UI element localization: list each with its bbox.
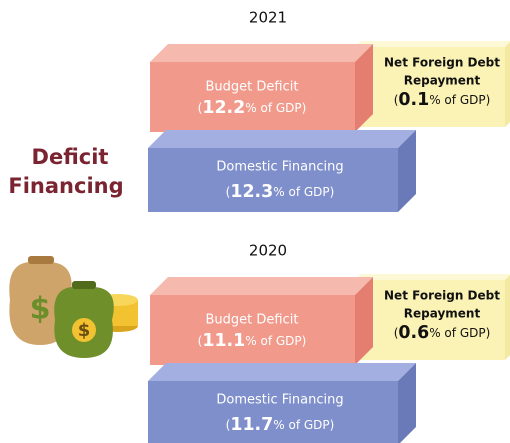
block-side bbox=[398, 130, 416, 212]
paren: ( bbox=[226, 185, 231, 199]
block-front bbox=[355, 47, 505, 127]
value: 11.1 bbox=[202, 331, 245, 351]
paren: ( bbox=[198, 334, 203, 348]
label: Domestic Financing bbox=[216, 393, 343, 408]
unit: % of GDP) bbox=[429, 326, 490, 340]
unit: % of GDP) bbox=[429, 93, 490, 107]
unit: % of GDP) bbox=[245, 334, 306, 348]
paren: ( bbox=[226, 418, 231, 432]
paren: ( bbox=[394, 326, 399, 340]
title-line: Deficit bbox=[32, 145, 109, 169]
block-front bbox=[150, 62, 355, 132]
block-front bbox=[150, 295, 355, 365]
money-icon: $ $ bbox=[9, 256, 138, 358]
label: Net Foreign Debt bbox=[384, 289, 500, 303]
value: 0.1 bbox=[398, 90, 429, 110]
unit: % of GDP) bbox=[273, 185, 334, 199]
value-line: (11.7% of GDP) bbox=[226, 415, 335, 435]
label: Net Foreign Debt bbox=[384, 56, 500, 70]
paren: ( bbox=[394, 93, 399, 107]
label: Domestic Financing bbox=[216, 160, 343, 175]
block-top bbox=[148, 130, 416, 148]
block-front bbox=[355, 280, 505, 360]
unit: % of GDP) bbox=[245, 101, 306, 115]
svg-text:$: $ bbox=[30, 292, 51, 327]
block-side bbox=[355, 277, 373, 365]
block-top bbox=[355, 274, 510, 280]
value-line: (12.2% of GDP) bbox=[198, 98, 307, 118]
label: Repayment bbox=[404, 74, 481, 88]
unit: % of GDP) bbox=[273, 418, 334, 432]
title-line: Financing bbox=[8, 174, 123, 198]
value: 12.3 bbox=[230, 182, 273, 202]
value-line: (12.3% of GDP) bbox=[226, 182, 335, 202]
block-top bbox=[150, 277, 373, 295]
block-top bbox=[150, 44, 373, 62]
block-front bbox=[148, 381, 398, 443]
block-side bbox=[398, 363, 416, 443]
paren: ( bbox=[198, 101, 203, 115]
label: Repayment bbox=[404, 307, 481, 321]
block-top bbox=[355, 41, 510, 47]
label: Budget Deficit bbox=[206, 80, 299, 95]
block-side bbox=[505, 275, 510, 360]
year: 2021 bbox=[249, 9, 287, 27]
year: 2020 bbox=[249, 242, 287, 260]
block-top bbox=[148, 363, 416, 381]
value: 0.6 bbox=[398, 323, 429, 343]
value-line: (0.6% of GDP) bbox=[394, 323, 491, 343]
block-side bbox=[505, 42, 510, 127]
value-line: (0.1% of GDP) bbox=[394, 90, 491, 110]
label: Budget Deficit bbox=[206, 313, 299, 328]
block-side bbox=[355, 44, 373, 132]
value: 11.7 bbox=[230, 415, 273, 435]
value: 12.2 bbox=[202, 98, 245, 118]
value-line: (11.1% of GDP) bbox=[198, 331, 307, 351]
block-front bbox=[148, 148, 398, 212]
svg-text:$: $ bbox=[78, 320, 91, 341]
